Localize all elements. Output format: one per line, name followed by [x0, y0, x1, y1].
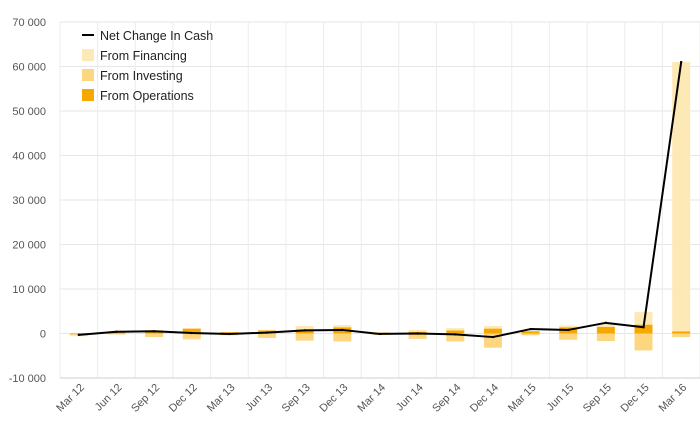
- net-change-point: [416, 332, 419, 335]
- bar-from-investing: [634, 333, 653, 351]
- legend-swatch: [82, 49, 94, 61]
- y-tick-label: 50 000: [12, 106, 46, 118]
- x-tick-label: Mar 14: [355, 382, 388, 415]
- y-tick-label: 70 000: [12, 17, 46, 29]
- bar-from-investing: [182, 333, 201, 339]
- bar-from-investing: [258, 333, 277, 338]
- y-tick-label: 40 000: [12, 151, 46, 163]
- bar-from-operations: [596, 326, 615, 334]
- net-change-point: [303, 329, 306, 332]
- bar-from-financing: [408, 329, 427, 332]
- net-change-point: [567, 328, 570, 332]
- bar-from-financing: [672, 62, 691, 332]
- net-change-point: [228, 332, 231, 336]
- bar-from-operations: [521, 331, 540, 334]
- bar-from-investing: [446, 333, 465, 342]
- bar-from-financing: [559, 325, 578, 328]
- bar-from-financing: [182, 338, 201, 340]
- bar-from-financing: [483, 325, 502, 329]
- y-tick-label: 30 000: [12, 195, 46, 207]
- bar-from-investing: [596, 333, 615, 342]
- net-change-point: [491, 335, 495, 339]
- legend: Net Change In Cash From Financing From Inv…: [82, 29, 213, 103]
- legend-label: From Investing: [100, 69, 183, 83]
- x-tick-label: Sep 15: [581, 382, 614, 415]
- x-tick-label: Jun 14: [394, 382, 426, 414]
- x-tick-label: Mar 15: [506, 382, 539, 415]
- x-tick-label: Dec 13: [317, 382, 350, 415]
- legend-item: Net Change In Cash: [82, 29, 213, 43]
- x-tick-label: Mar 12: [54, 382, 87, 415]
- bar-from-investing: [559, 333, 578, 340]
- gridlines: [59, 21, 700, 379]
- y-tick-label: 20 000: [12, 240, 46, 252]
- net-change-point: [604, 321, 608, 325]
- net-change-point: [115, 330, 118, 333]
- net-change-point: [378, 332, 382, 336]
- x-tick-label: Dec 15: [619, 382, 652, 415]
- y-axis-ticks: -10 000 0 10 000 20 000 30 000 40 000 50 000 60…: [9, 17, 46, 385]
- bar-from-investing: [107, 333, 126, 335]
- x-tick-label: Dec 12: [167, 382, 200, 415]
- net-change-point: [642, 326, 645, 329]
- net-change-point: [152, 330, 156, 333]
- x-tick-label: Jun 15: [545, 382, 577, 414]
- bar-from-investing: [145, 333, 164, 338]
- legend-label: Net Change In Cash: [100, 29, 213, 43]
- net-change-point: [679, 60, 683, 64]
- bar-from-financing: [634, 312, 653, 325]
- bar-from-operations: [483, 328, 502, 334]
- bar-from-financing: [333, 325, 352, 328]
- bar-from-financing: [295, 325, 314, 330]
- y-tick-label: 0: [40, 329, 46, 341]
- net-change-point: [529, 327, 532, 331]
- bar-from-operations: [634, 324, 653, 334]
- legend-item: From Operations: [82, 89, 194, 103]
- y-tick-label: 10 000: [12, 284, 46, 296]
- bar-from-financing: [446, 328, 465, 331]
- bars: [69, 62, 691, 351]
- net-change-point: [454, 333, 457, 336]
- bar-from-investing: [295, 333, 314, 341]
- x-tick-label: Mar 16: [657, 382, 690, 415]
- bar-from-operations: [446, 330, 465, 334]
- net-change-point: [265, 331, 269, 334]
- bar-from-investing: [408, 333, 427, 339]
- bar-from-investing: [521, 333, 540, 336]
- legend-label: From Financing: [100, 49, 187, 63]
- x-tick-label: Sep 12: [129, 382, 162, 415]
- net-change-point: [341, 328, 344, 332]
- legend-item: From Financing: [82, 49, 187, 63]
- y-tick-label: 60 000: [12, 62, 46, 74]
- legend-swatch: [82, 69, 94, 81]
- x-tick-label: Sep 13: [280, 382, 313, 415]
- net-change-line-layer: [77, 60, 683, 339]
- x-axis-ticks: Mar 12 Jun 12 Sep 12 Dec 12 Mar 13 Jun 13 Sep …: [54, 382, 689, 415]
- legend-label: From Operations: [100, 89, 194, 103]
- bar-from-operations: [182, 328, 201, 334]
- bar-from-investing: [672, 333, 691, 338]
- legend-item: From Investing: [82, 69, 183, 83]
- bar-from-financing: [596, 323, 615, 327]
- x-tick-label: Sep 14: [430, 382, 463, 415]
- x-tick-label: Mar 13: [205, 382, 238, 415]
- bar-from-operations: [672, 331, 691, 334]
- y-tick-label: -10 000: [9, 373, 46, 385]
- bar-from-investing: [333, 333, 352, 342]
- x-tick-label: Dec 14: [468, 382, 501, 415]
- net-change-point: [77, 333, 81, 337]
- net-change-point: [190, 331, 193, 335]
- x-tick-label: Jun 12: [93, 382, 125, 414]
- legend-swatch: [82, 89, 94, 101]
- x-tick-label: Jun 13: [243, 382, 275, 414]
